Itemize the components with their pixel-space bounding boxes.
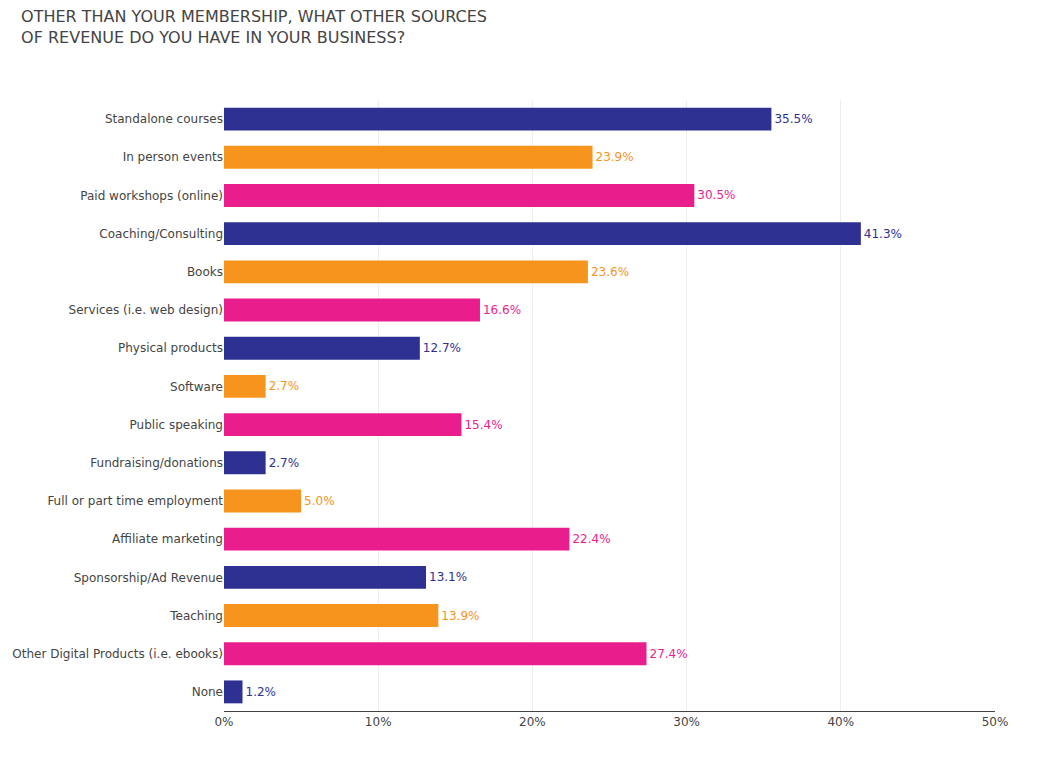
svg-text:Paid workshops (online): Paid workshops (online) [80, 189, 223, 203]
svg-text:Software: Software [170, 380, 223, 394]
svg-text:23.6%: 23.6% [591, 265, 629, 279]
svg-text:30.5%: 30.5% [697, 188, 735, 202]
svg-text:OTHER THAN YOUR MEMBERSHIP, WH: OTHER THAN YOUR MEMBERSHIP, WHAT OTHER S… [21, 7, 487, 47]
svg-text:In person events: In person events [123, 150, 223, 164]
svg-text:Services (i.e. web design): Services (i.e. web design) [69, 303, 223, 317]
svg-text:22.4%: 22.4% [572, 532, 610, 546]
svg-text:35.5%: 35.5% [774, 112, 812, 126]
svg-text:40%: 40% [827, 715, 854, 729]
svg-text:Books: Books [187, 265, 223, 279]
svg-text:20%: 20% [519, 715, 546, 729]
svg-text:Coaching/Consulting: Coaching/Consulting [99, 227, 223, 241]
svg-text:2.7%: 2.7% [269, 379, 300, 393]
svg-text:12.7%: 12.7% [423, 341, 461, 355]
svg-text:15.4%: 15.4% [464, 418, 502, 432]
svg-text:Full or part time employment: Full or part time employment [47, 494, 223, 508]
svg-text:27.4%: 27.4% [650, 647, 688, 661]
svg-text:Fundraising/donations: Fundraising/donations [90, 456, 223, 470]
svg-text:23.9%: 23.9% [596, 150, 634, 164]
svg-text:Standalone courses: Standalone courses [105, 112, 223, 126]
svg-text:16.6%: 16.6% [483, 303, 521, 317]
svg-text:50%: 50% [982, 715, 1009, 729]
svg-text:10%: 10% [365, 715, 392, 729]
svg-text:Affiliate marketing: Affiliate marketing [112, 532, 223, 546]
svg-text:Sponsorship/Ad Revenue: Sponsorship/Ad Revenue [74, 571, 223, 585]
svg-text:Public speaking: Public speaking [130, 418, 223, 432]
svg-text:None: None [192, 685, 223, 699]
svg-text:13.1%: 13.1% [429, 570, 467, 584]
svg-text:Physical products: Physical products [118, 341, 223, 355]
svg-text:1.2%: 1.2% [246, 685, 277, 699]
svg-text:5.0%: 5.0% [304, 494, 335, 508]
svg-text:13.9%: 13.9% [441, 609, 479, 623]
svg-text:Teaching: Teaching [169, 609, 223, 623]
svg-text:0%: 0% [214, 715, 233, 729]
svg-text:2.7%: 2.7% [269, 456, 300, 470]
svg-text:41.3%: 41.3% [864, 227, 902, 241]
svg-text:30%: 30% [673, 715, 700, 729]
svg-text:Other Digital Products (i.e. e: Other Digital Products (i.e. ebooks) [12, 647, 223, 661]
